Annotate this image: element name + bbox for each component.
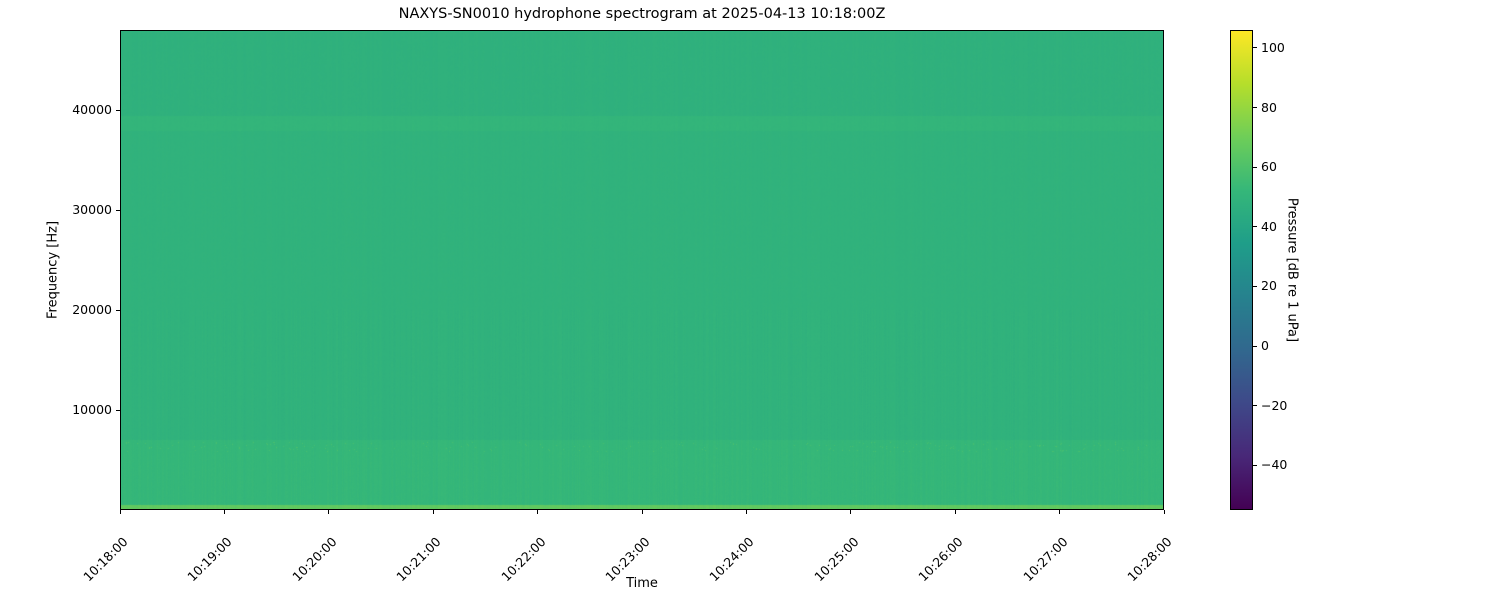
colorbar-tick [1253, 226, 1257, 228]
colorbar-tick [1253, 285, 1257, 287]
spectrogram-image [121, 31, 1163, 509]
y-tick-label: 40000 [72, 102, 112, 117]
colorbar-tick-label: 0 [1261, 338, 1269, 354]
colorbar-tick-label: 20 [1261, 278, 1277, 294]
colorbar-tick-label: 100 [1261, 39, 1285, 55]
x-tick [745, 510, 747, 514]
plot-area [120, 30, 1164, 510]
y-tick [116, 109, 120, 111]
x-tick [537, 510, 539, 514]
colorbar-tick [1253, 166, 1257, 168]
y-tick [116, 409, 120, 411]
colorbar-tick [1253, 107, 1257, 108]
y-tick [116, 309, 120, 311]
x-tick [850, 510, 852, 514]
x-tick [432, 510, 434, 514]
colorbar-tick [1253, 345, 1257, 347]
colorbar-label: Pressure [dB re 1 uPa] [1284, 197, 1300, 343]
colorbar-tick-label: 60 [1261, 159, 1277, 175]
y-tick [116, 209, 120, 211]
x-tick [328, 510, 330, 514]
colorbar-tick [1253, 464, 1257, 466]
colorbar-tick-label: −40 [1261, 457, 1288, 473]
y-tick-label: 20000 [72, 302, 112, 317]
x-tick [119, 510, 121, 514]
colorbar [1230, 30, 1253, 510]
y-tick-label: 10000 [72, 402, 112, 417]
x-axis-label: Time [626, 576, 658, 591]
x-tick [641, 510, 643, 514]
colorbar-tick [1253, 47, 1257, 49]
colorbar-tick-label: 80 [1261, 99, 1277, 115]
colorbar-tick [1253, 405, 1257, 407]
x-tick [1163, 510, 1165, 514]
colorbar-tick-label: −20 [1261, 397, 1288, 413]
chart-title: NAXYS-SN0010 hydrophone spectrogram at 2… [398, 6, 886, 22]
colorbar-tick-label: 40 [1261, 218, 1277, 234]
x-tick [223, 510, 225, 514]
x-tick [954, 510, 956, 514]
x-tick [1059, 510, 1061, 514]
y-tick-label: 30000 [72, 202, 112, 217]
